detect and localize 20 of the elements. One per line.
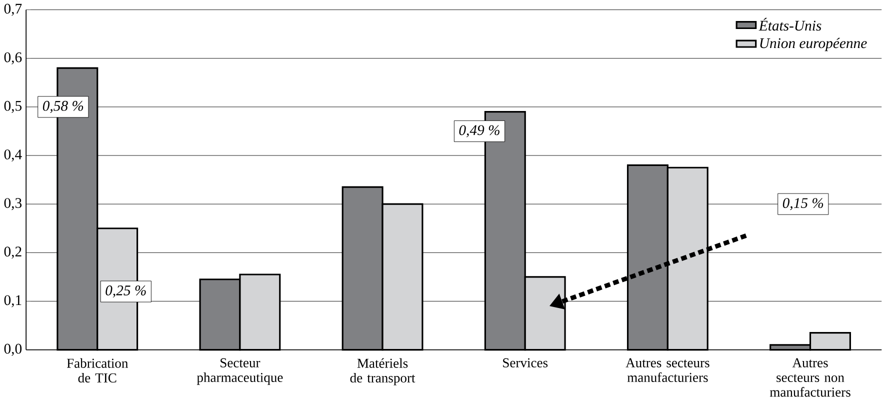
y-tick-label: 0,1 [4,294,22,307]
y-tick-label: 0,4 [4,149,22,162]
x-tick-label: Secteur pharmaceutique [196,358,283,385]
annotation: 0,15 % [782,198,824,210]
annotation: 0,49 % [459,124,500,137]
y-tick-label: 0,0 [4,344,22,356]
y-tick-label: 0,2 [4,246,22,258]
x-tick-label: Autres secteurs non manufacturiers [770,358,850,396]
y-tick-label: 0,6 [4,52,22,64]
legend-label: États-Unis [758,18,822,30]
x-tick-label: Services [503,358,548,368]
y-tick-label: 0,5 [4,100,22,113]
annotation: 0,58 % [42,100,84,113]
x-tick-label: Matériels de transport [350,358,416,386]
x-tick-label: Fabrication de TIC [66,358,128,382]
legend-label: Union européenne [760,38,867,51]
annotation: 0,25 % [106,285,146,298]
y-tick-label: 0,3 [4,198,22,210]
x-tick-label: Autres secteurs manufacturiers [626,358,710,382]
y-tick-label: 0,7 [4,4,22,16]
